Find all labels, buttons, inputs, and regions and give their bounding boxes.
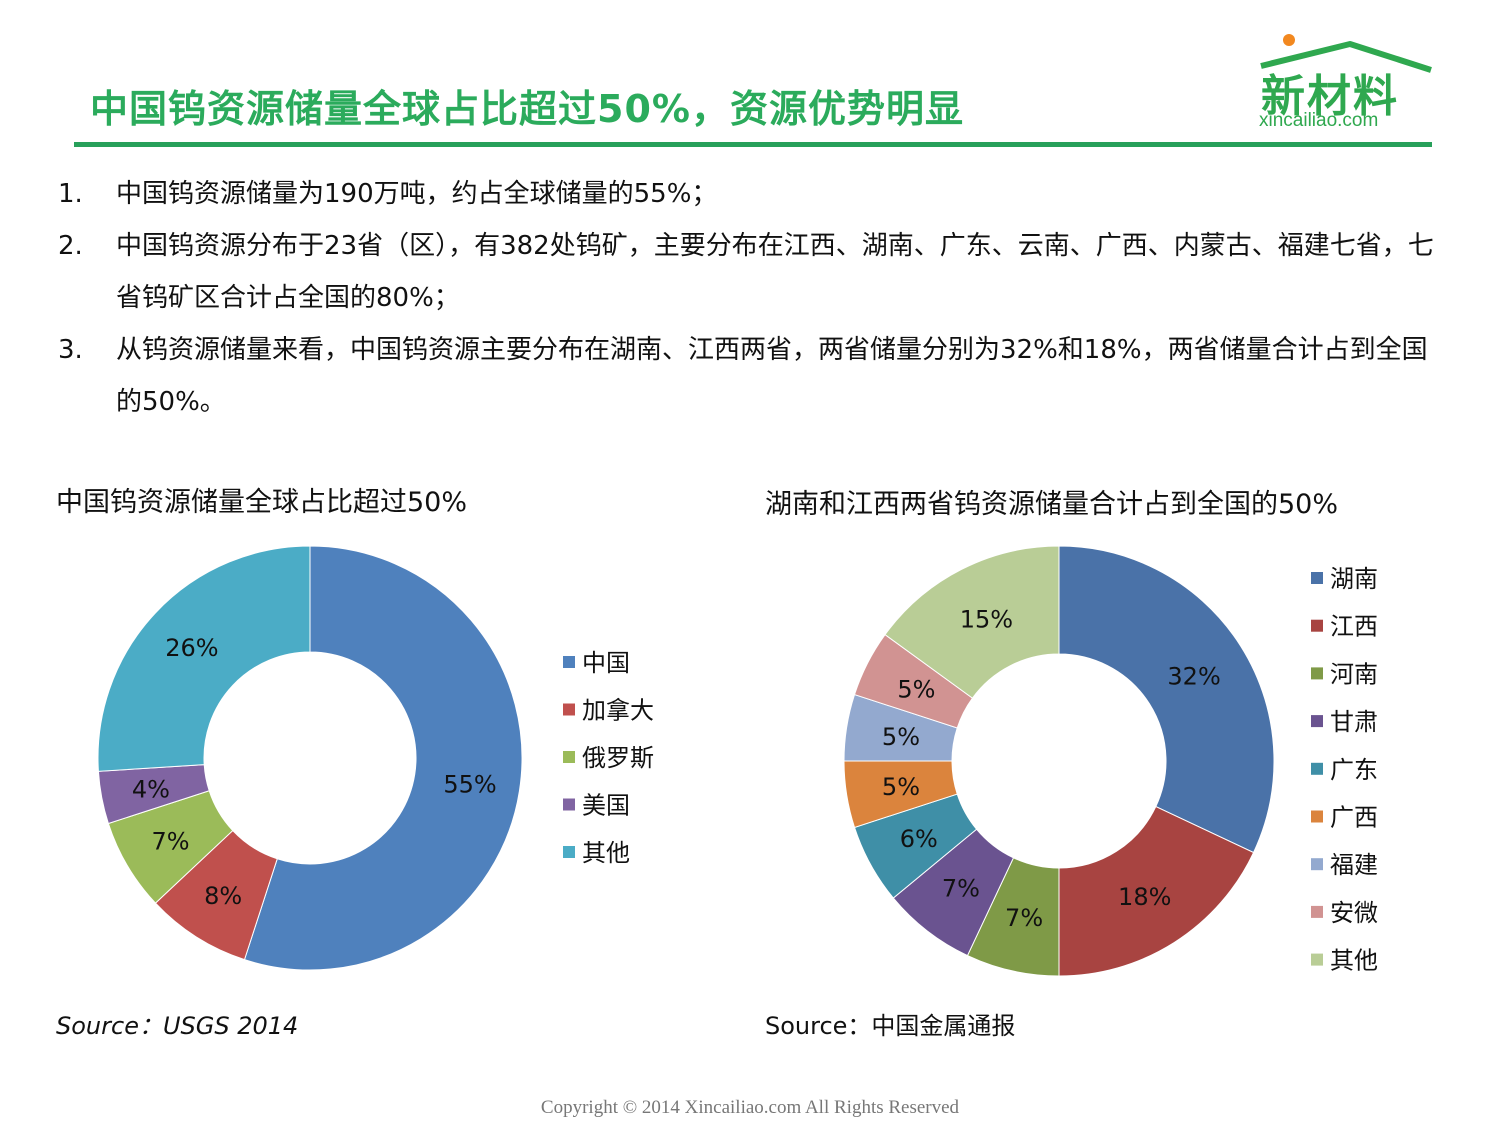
bullet-number: 1. — [58, 179, 83, 209]
slice-label: 7% — [152, 827, 190, 855]
slice-label: 18% — [1118, 883, 1171, 911]
legend-swatch — [563, 798, 575, 811]
slice-label: 26% — [165, 634, 218, 662]
bullet-number: 2. — [58, 231, 83, 261]
legend-swatch — [1311, 953, 1323, 966]
donut-slice-江西 — [1058, 805, 1255, 977]
legend-swatch — [1311, 762, 1323, 775]
legend-swatch — [1311, 572, 1323, 584]
slice-label: 5% — [882, 773, 920, 801]
slice-label: 4% — [132, 775, 170, 803]
legend-swatch — [1311, 858, 1323, 871]
legend-swatch — [1311, 905, 1323, 918]
legend-label: 俄罗斯 — [582, 744, 654, 772]
bullet-item: 2. 中国钨资源分布于23省（区），有382处钨矿，主要分布在江西、湖南、广东、… — [58, 220, 1438, 324]
legend-swatch — [563, 751, 575, 763]
title-divider — [74, 142, 1432, 147]
slice-label: 7% — [1005, 904, 1043, 932]
slice-label: 32% — [1167, 662, 1220, 690]
legend-swatch — [1311, 667, 1323, 680]
legend-swatch — [1311, 810, 1323, 823]
page-title: 中国钨资源储量全球占比超过50%，资源优势明显 — [90, 87, 964, 131]
legend-swatch — [563, 846, 575, 858]
legend-label: 美国 — [582, 792, 630, 820]
donut-slice-其他 — [97, 545, 311, 772]
legend-swatch — [563, 656, 575, 668]
bullet-number: 3. — [58, 335, 83, 365]
logo-roof-icon — [1260, 34, 1432, 73]
legend-label: 甘肃 — [1330, 708, 1378, 736]
bullet-text: 中国钨资源分布于23省（区），有382处钨矿，主要分布在江西、湖南、广东、云南、… — [116, 231, 1434, 313]
slice-label: 55% — [443, 770, 496, 798]
copyright-footer: Copyright © 2014 Xincailiao.com All Righ… — [540, 1097, 960, 1118]
legend-label: 广东 — [1330, 756, 1378, 784]
logo-text: 新材料 — [1261, 71, 1399, 122]
legend-label: 安微 — [1330, 899, 1378, 927]
bullet-list: 1. 中国钨资源储量为190万吨，约占全球储量的55%； 2. 中国钨资源分布于… — [58, 168, 1438, 428]
donut-slice-中国 — [243, 545, 523, 971]
legend-label: 河南 — [1330, 660, 1378, 688]
bullet-item: 1. 中国钨资源储量为190万吨，约占全球储量的55%； — [58, 168, 1438, 220]
bullet-text: 从钨资源储量来看，中国钨资源主要分布在湖南、江西两省，两省储量分别为32%和18… — [116, 335, 1428, 417]
legend-label: 湖南 — [1330, 565, 1378, 593]
slice-label: 6% — [900, 825, 938, 853]
legend-label: 加拿大 — [582, 697, 654, 725]
slice-label: 8% — [204, 882, 242, 910]
bullet-text: 中国钨资源储量为190万吨，约占全球储量的55%； — [116, 179, 718, 209]
chart-title-provinces: 湖南和江西两省钨资源储量合计占到全国的50% — [765, 489, 1339, 520]
logo-url: xincailiao.com — [1259, 110, 1379, 131]
brand-logo: 新材料 xincailiao.com — [1255, 30, 1435, 131]
legend-label: 其他 — [582, 839, 630, 867]
chart-title-world: 中国钨资源储量全球占比超过50% — [56, 487, 468, 518]
bullet-item: 3. 从钨资源储量来看，中国钨资源主要分布在湖南、江西两省，两省储量分别为32%… — [58, 324, 1438, 428]
legend-swatch — [1311, 715, 1323, 728]
slice-label: 5% — [897, 675, 935, 703]
legend-label: 其他 — [1330, 947, 1378, 975]
legend-swatch — [563, 703, 575, 716]
source-note-world: Source：USGS 2014 — [56, 1012, 299, 1040]
legend-label: 广西 — [1330, 804, 1378, 832]
donut-slice-其他 — [884, 545, 1060, 699]
legend-swatch — [1311, 619, 1323, 632]
source-note-provinces: Source：中国金属通报 — [765, 1012, 1016, 1040]
legend-label: 江西 — [1330, 613, 1378, 641]
slice-label: 15% — [960, 605, 1013, 633]
legend-label: 福建 — [1330, 851, 1378, 879]
slice-label: 7% — [942, 874, 980, 902]
slice-label: 5% — [882, 723, 920, 751]
donut-slice-湖南 — [1058, 545, 1275, 854]
legend-label: 中国 — [582, 649, 630, 677]
